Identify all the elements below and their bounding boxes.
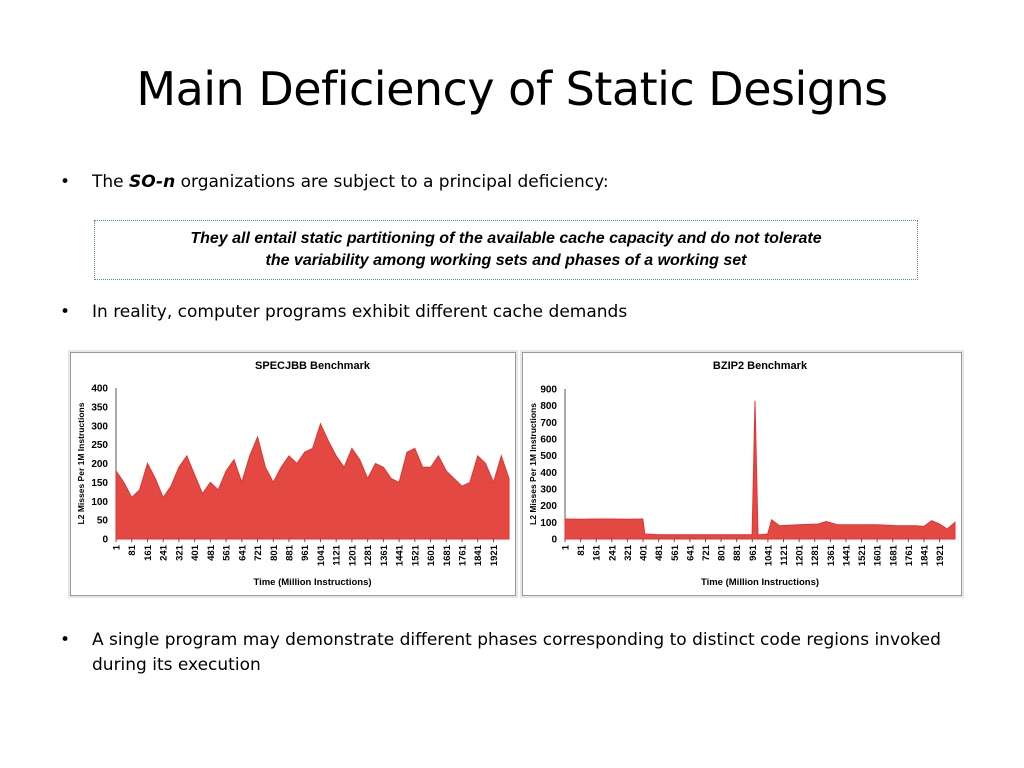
x-tick-label: 401 [639,544,650,561]
x-tick-label: 481 [206,544,217,561]
series-area [564,400,956,540]
x-tick-label: 161 [143,544,154,561]
x-tick-label: 1361 [379,544,390,566]
bullet-marker: • [60,172,71,192]
x-tick-label: 401 [190,544,201,561]
x-tick-label: 561 [670,544,681,561]
chart-title: BZIP2 Benchmark [713,360,808,372]
y-axis-label: L2 Misses Per 1M Instructions [528,403,538,525]
bullet-text: In reality, computer programs exhibit di… [92,302,628,322]
x-tick-label: 641 [685,544,696,561]
x-tick-label: 721 [253,544,264,561]
specjbb-chart: SPECJBB Benchmark L2 Misses Per 1M Instru… [76,360,510,588]
bullet-prefix: The [92,172,130,192]
x-tick-label: 881 [732,544,743,561]
bullet-text: The SO-n organizations are subject to a … [92,170,609,195]
x-tick-label: 1681 [888,544,899,566]
x-tick-label: 1441 [395,544,406,566]
y-tick-label: 0 [551,535,557,546]
chart-title: SPECJBB Benchmark [255,360,371,372]
bzip2-chart-frame: BZIP2 Benchmark L2 Misses Per 1M Instruct… [522,352,962,596]
x-tick-label: 1361 [826,544,837,566]
x-tick-label: 321 [174,544,185,561]
bullet-marker: • [60,630,71,650]
y-tick-label: 400 [91,384,108,395]
x-tick-label: 801 [269,544,280,561]
series-area [115,422,510,540]
y-axis-label: L2 Misses Per 1M Instructions [76,402,86,524]
callout-box: They all entail static partitioning of t… [94,220,918,280]
callout-line-2: the variability among working sets and p… [265,252,747,269]
x-tick-label: 1761 [458,544,469,566]
x-tick-label: 1201 [795,544,806,566]
x-tick-label: 1841 [473,544,484,566]
y-tick-label: 300 [540,485,557,496]
x-tick-label: 961 [748,544,759,561]
x-tick-label: 1521 [857,544,868,566]
x-tick-label: 1 [112,544,123,550]
y-tick-label: 50 [97,516,109,527]
y-tick-label: 300 [91,421,108,432]
x-tick-label: 1281 [810,544,821,566]
y-tick-label: 100 [540,518,557,529]
y-tick-label: 400 [540,468,557,479]
y-tick-label: 900 [540,385,557,396]
x-tick-label: 881 [285,544,296,561]
y-tick-label: 200 [540,501,557,512]
x-axis-label: Time (Million Instructions) [253,577,371,588]
x-tick-label: 1921 [935,544,946,566]
x-tick-label: 801 [717,544,728,561]
bullet-text: A single program may demonstrate differe… [92,630,941,675]
y-tick-label: 700 [540,418,557,429]
x-tick-label: 1601 [426,544,437,566]
x-tick-label: 241 [159,544,170,561]
x-tick-label: 1601 [873,544,884,566]
x-tick-label: 481 [654,544,665,561]
y-tick-label: 350 [91,402,108,413]
y-tick-label: 100 [91,497,108,508]
x-tick-label: 241 [607,544,618,561]
x-tick-label: 561 [222,544,233,561]
x-tick-label: 1521 [410,544,421,566]
specjbb-chart-frame: SPECJBB Benchmark L2 Misses Per 1M Instru… [70,352,516,596]
x-tick-label: 161 [592,544,603,561]
y-tick-label: 250 [91,440,108,451]
x-tick-label: 1441 [841,544,852,566]
x-tick-label: 1281 [363,544,374,566]
x-tick-label: 641 [237,544,248,561]
y-tick-label: 0 [102,535,108,546]
x-axis-label: Time (Million Instructions) [701,577,819,588]
callout-text: They all entail static partitioning of t… [190,228,821,272]
slide-title: Main Deficiency of Static Designs [136,62,888,116]
x-tick-label: 1041 [763,544,774,566]
x-tick-label: 81 [127,544,138,555]
bullet-marker: • [60,302,71,322]
y-tick-label: 150 [91,478,108,489]
bzip2-chart: BZIP2 Benchmark L2 Misses Per 1M Instruct… [528,360,956,588]
x-tick-label: 321 [623,544,634,561]
x-tick-label: 1121 [779,544,790,565]
x-tick-label: 1921 [489,544,500,566]
y-tick-label: 600 [540,435,557,446]
x-tick-label: 1 [561,544,572,550]
x-tick-label: 961 [300,544,311,561]
y-tick-label: 200 [91,459,108,470]
x-tick-label: 1121 [332,544,343,565]
x-tick-label: 1841 [919,544,930,566]
x-tick-label: 1761 [904,544,915,566]
y-tick-label: 800 [540,401,557,412]
x-tick-label: 721 [701,544,712,561]
y-tick-label: 500 [540,451,557,462]
callout-line-1: They all entail static partitioning of t… [190,230,822,247]
emphasis-term: SO-n [129,172,176,192]
x-tick-label: 1041 [316,544,327,566]
x-tick-label: 1681 [442,544,453,566]
x-tick-label: 81 [576,544,587,555]
x-tick-label: 1201 [347,544,358,566]
bullet-suffix: organizations are subject to a principal… [175,172,609,192]
